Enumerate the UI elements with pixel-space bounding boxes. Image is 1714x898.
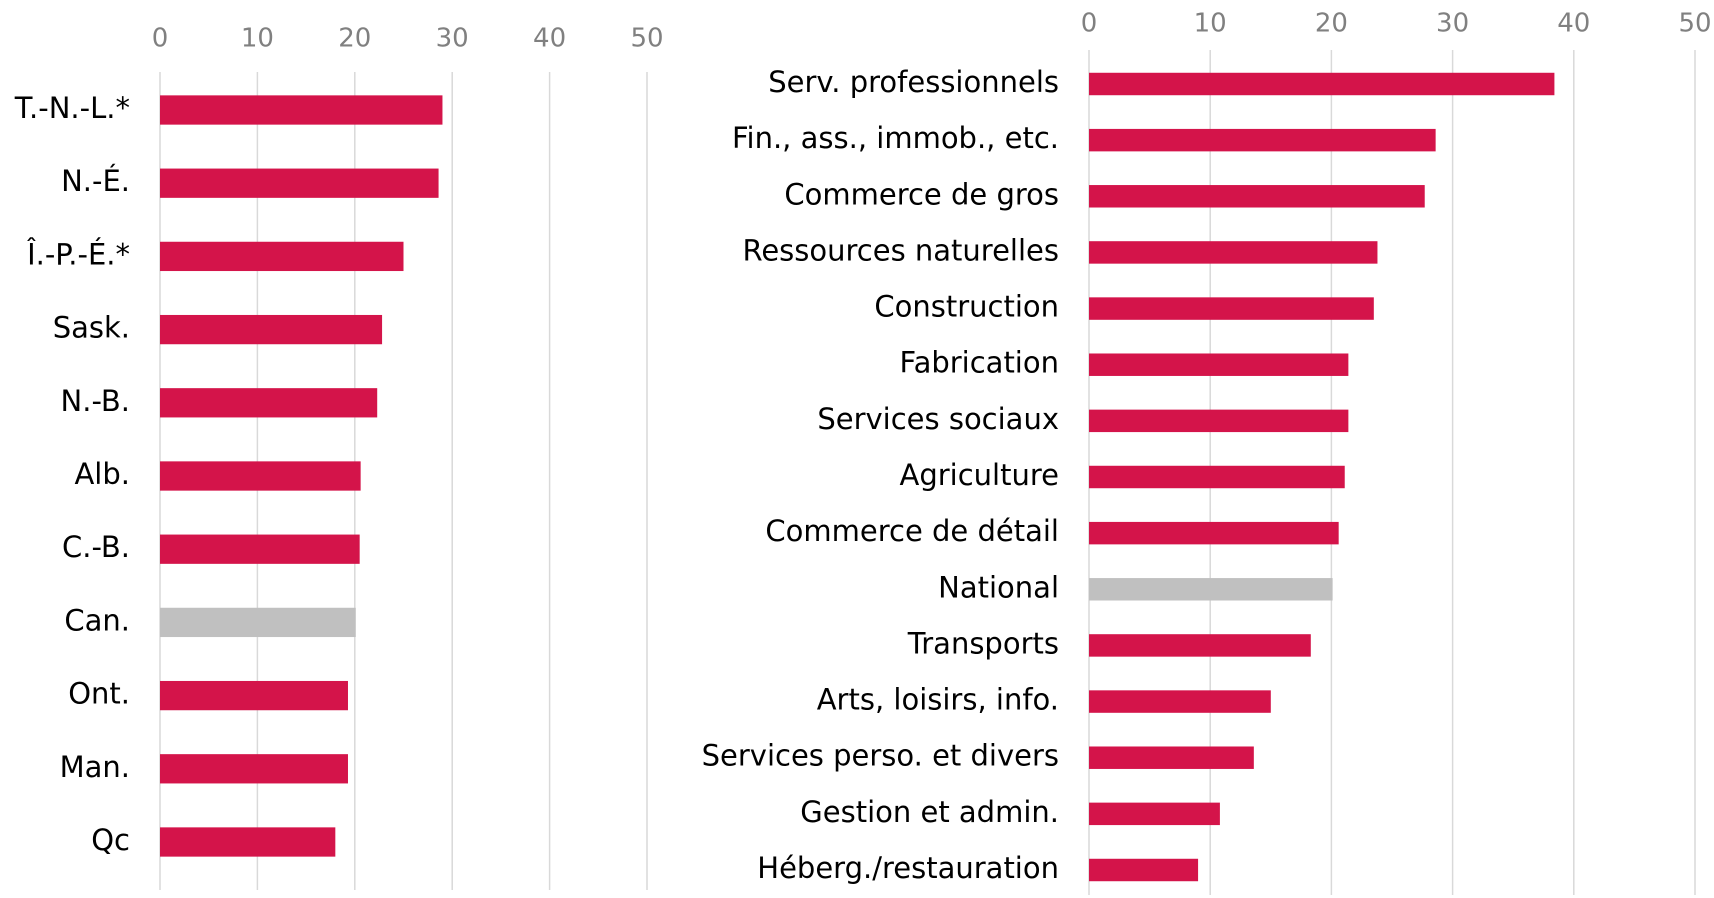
x-tick-label: 40	[533, 24, 566, 54]
bar	[1089, 578, 1333, 601]
category-label: Ressources naturelles	[742, 233, 1059, 267]
bar	[1089, 128, 1436, 152]
x-tick-label: 30	[436, 24, 469, 54]
category-label: Services perso. et divers	[702, 739, 1059, 773]
bar	[1089, 858, 1199, 882]
category-label: Gestion et admin.	[800, 795, 1059, 829]
category-label: Commerce de gros	[784, 177, 1059, 211]
category-label: Man.	[60, 750, 130, 784]
x-tick-label: 20	[338, 24, 371, 54]
x-tick-label: 10	[1194, 9, 1227, 39]
category-label: Commerce de détail	[765, 514, 1059, 548]
category-label: Fabrication	[900, 346, 1059, 380]
x-tick-label: 10	[241, 24, 274, 54]
category-label: Alb.	[74, 457, 130, 491]
bar	[1089, 690, 1271, 713]
category-label: N.-B.	[61, 384, 130, 418]
bar	[1089, 521, 1339, 545]
category-label: Ont.	[68, 677, 130, 711]
bar	[1089, 297, 1374, 320]
x-tick-label: 0	[152, 24, 169, 54]
x-tick-label: 50	[1678, 9, 1711, 39]
category-label: C.-B.	[62, 530, 130, 564]
category-label: T.-N.-L.*	[14, 91, 130, 125]
bar	[160, 95, 443, 125]
category-label: Serv. professionnels	[768, 65, 1059, 99]
bar	[160, 534, 360, 564]
bar	[160, 461, 361, 491]
category-label: Transports	[907, 626, 1059, 660]
x-tick-label: 50	[630, 24, 663, 54]
bar	[160, 314, 383, 345]
bar	[1089, 241, 1378, 264]
x-tick-label: 20	[1315, 9, 1348, 39]
bar	[160, 754, 348, 784]
bar	[1089, 72, 1555, 96]
bar	[160, 168, 439, 198]
category-label: Agriculture	[900, 458, 1060, 492]
category-label: Î.-P.-É.*	[26, 237, 130, 271]
category-label: Services sociaux	[817, 402, 1059, 436]
bar	[160, 827, 336, 857]
x-tick-label: 0	[1081, 9, 1098, 39]
category-label: N.-É.	[61, 164, 130, 198]
bar	[1089, 353, 1349, 376]
bar	[1089, 465, 1345, 489]
bar	[160, 680, 348, 711]
bar	[1089, 185, 1425, 208]
x-tick-label: 40	[1557, 9, 1590, 39]
bar	[160, 388, 378, 418]
category-label: Héberg./restauration	[757, 851, 1059, 885]
bar	[1089, 746, 1254, 769]
bar	[1089, 802, 1220, 826]
bar	[160, 241, 404, 272]
category-label: Arts, loisirs, info.	[817, 683, 1059, 717]
bar	[160, 607, 356, 638]
category-label: Fin., ass., immob., etc.	[732, 121, 1059, 155]
bar	[1089, 409, 1349, 433]
bar	[1089, 634, 1311, 657]
x-tick-label: 30	[1436, 9, 1469, 39]
category-label: Qc	[91, 823, 130, 857]
category-label: Construction	[874, 290, 1059, 324]
category-label: National	[938, 570, 1059, 604]
category-label: Can.	[64, 603, 130, 637]
category-label: Sask.	[53, 311, 130, 345]
